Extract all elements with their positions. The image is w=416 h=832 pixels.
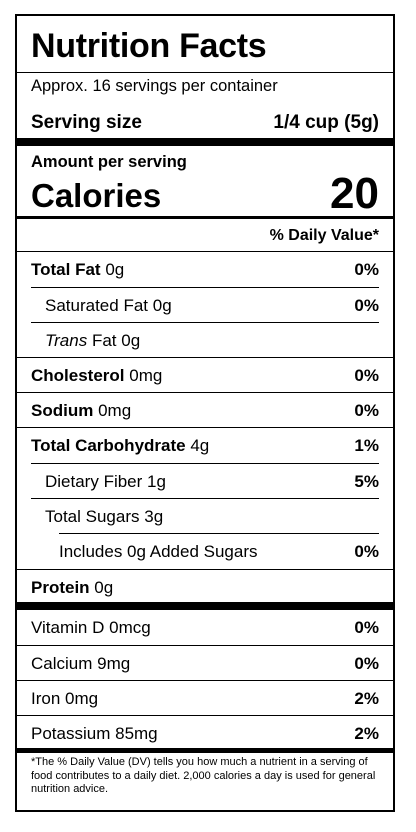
nutrient-amount: 1g [147, 471, 166, 491]
divider [31, 463, 379, 464]
nutrient-amount: 0mg [129, 365, 163, 385]
nutrient-amount: 4g [190, 435, 210, 455]
divider [59, 533, 379, 534]
divider [17, 680, 393, 681]
serving-size-row: Serving size 1/4 cup (5g) [31, 112, 379, 134]
nutrient-dv: 0% [354, 541, 379, 561]
nutrient-name: Protein [31, 577, 90, 597]
nutrient-name: Total Fat [31, 259, 101, 279]
nutrient-row-dietary-fiber: Dietary Fiber 1g 5% [31, 464, 379, 499]
nutrient-amount: 0mg [98, 400, 132, 420]
nutrient-name: Trans [45, 330, 88, 350]
vitamin-row-iron: Iron 0mg 2% [31, 681, 379, 716]
divider [31, 498, 379, 499]
nutrient-name: Total Sugars [45, 506, 140, 526]
nutrient-name: Includes 0g Added Sugars [59, 541, 258, 561]
nutrient-dv: 0% [354, 259, 379, 279]
medium-divider [17, 216, 393, 219]
nutrient-dv: 0% [354, 400, 379, 420]
daily-value-footnote: *The % Daily Value (DV) tells you how mu… [31, 756, 376, 795]
serving-size-value: 1/4 cup (5g) [273, 112, 379, 133]
nutrient-dv: 5% [354, 471, 379, 491]
medium-divider [17, 748, 393, 753]
divider [17, 251, 393, 252]
nutrient-name: Saturated Fat [45, 295, 149, 315]
calories-value: 20 [330, 169, 379, 218]
divider [17, 715, 393, 716]
thick-divider [17, 138, 393, 146]
vitamin-amount: 85mg [115, 723, 158, 743]
nutrient-row-cholesterol: Cholesterol 0mg 0% [31, 358, 379, 393]
nutrient-row-total-fat: Total Fat 0g 0% [31, 252, 379, 287]
nutrient-amount: 3g [144, 506, 164, 526]
vitamin-dv: 0% [354, 653, 379, 673]
nutrient-row-trans-fat: Trans Fat 0g [31, 323, 379, 358]
vitamin-row-vitamin-d: Vitamin D 0mcg 0% [31, 610, 379, 645]
divider [17, 427, 393, 428]
vitamin-name: Iron [31, 688, 61, 708]
label-title: Nutrition Facts [31, 27, 267, 65]
vitamin-row-potassium: Potassium 85mg 2% [31, 716, 379, 751]
nutrient-name: Total Carbohydrate [31, 435, 186, 455]
calories-label: Calories [31, 177, 162, 214]
nutrient-name: Cholesterol [31, 365, 125, 385]
nutrient-dv: 1% [354, 435, 379, 455]
vitamin-name: Potassium [31, 723, 111, 743]
vitamin-dv: 2% [354, 688, 379, 708]
divider [17, 645, 393, 646]
nutrient-amount: 0g [94, 577, 114, 597]
daily-value-header: % Daily Value* [269, 227, 379, 244]
nutrient-row-sodium: Sodium 0mg 0% [31, 393, 379, 428]
nutrient-row-total-carbohydrate: Total Carbohydrate 4g 1% [31, 428, 379, 463]
servings-per-container: Approx. 16 servings per container [31, 77, 278, 95]
nutrient-dv: 0% [354, 365, 379, 385]
nutrient-row-saturated-fat: Saturated Fat 0g 0% [31, 288, 379, 323]
divider [17, 392, 393, 393]
vitamin-row-calcium: Calcium 9mg 0% [31, 646, 379, 681]
nutrient-amount: 0g [152, 295, 172, 315]
divider [17, 357, 393, 358]
vitamin-name: Calcium [31, 653, 93, 673]
nutrient-amount: 0g [105, 259, 125, 279]
vitamin-amount: 0mcg [109, 617, 151, 637]
vitamin-amount: 0mg [65, 688, 99, 708]
vitamin-dv: 2% [354, 723, 379, 743]
vitamin-dv: 0% [354, 617, 379, 637]
nutrient-suffix: Fat [91, 330, 117, 350]
nutrient-amount: 0g [121, 330, 141, 350]
calories-row: Calories 20 [31, 172, 379, 216]
divider [31, 287, 379, 288]
vitamin-name: Vitamin D [31, 617, 105, 637]
nutrient-name: Dietary Fiber [45, 471, 143, 491]
amount-per-serving: Amount per serving [31, 153, 187, 171]
vitamin-amount: 9mg [97, 653, 131, 673]
nutrient-row-protein: Protein 0g [31, 570, 379, 605]
nutrient-name: Sodium [31, 400, 94, 420]
thick-divider [17, 602, 393, 610]
nutrient-row-total-sugars: Total Sugars 3g [31, 499, 379, 534]
nutrient-row-added-sugars: Includes 0g Added Sugars 0% [31, 534, 379, 569]
nutrition-facts-label: Nutrition Facts Approx. 16 servings per … [15, 14, 395, 812]
nutrient-dv: 0% [354, 295, 379, 315]
serving-size-label: Serving size [31, 112, 142, 133]
divider [17, 72, 393, 73]
divider [17, 569, 393, 570]
divider [31, 322, 379, 323]
